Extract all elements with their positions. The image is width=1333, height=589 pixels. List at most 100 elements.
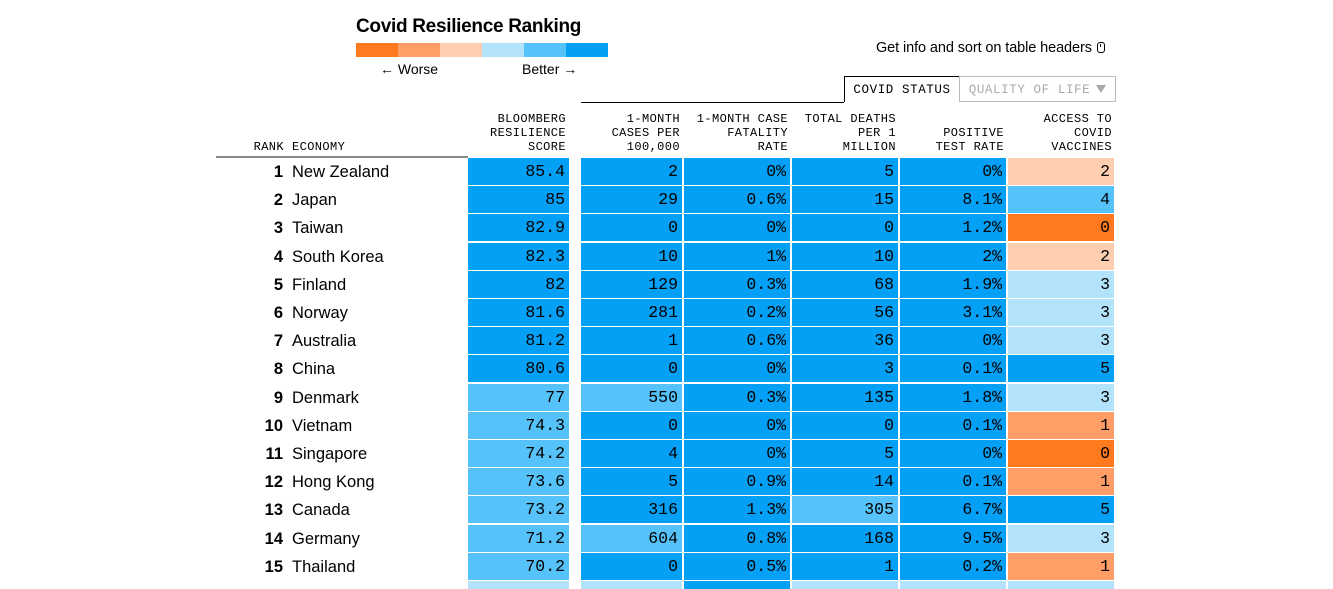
legend-better-label: Better → [522,61,578,77]
metric-cell: 0.5% [684,552,790,580]
metric-cell: 0 [1008,440,1114,467]
metric-cell: 10 [792,242,898,270]
rank-cell: 5 [273,275,283,294]
metric-cell: 281 [581,299,682,326]
metric-cell: 3 [1008,270,1114,298]
metric-cell: 82.9 [468,214,569,242]
metric-cell: 0.2% [900,552,1006,580]
tab-quality-of-life[interactable]: QUALITY OF LIFE [959,76,1116,102]
metric-cell: 0.1% [900,355,1006,383]
metric-cell: 68 [792,270,898,298]
metric-cell: 29 [581,186,682,214]
rank-cell: 1 [273,163,283,181]
metric-cell: 0 [581,214,682,242]
header-rank[interactable]: RANK [253,140,284,154]
legend-swatch [566,43,608,57]
economy-name: Japan [292,191,337,210]
legend-swatch [524,43,566,57]
metric-cell: 6.7% [900,496,1006,524]
metric-cell: 4 [581,440,682,467]
metric-cell: 81.2 [468,327,569,355]
metric-cell: 73.6 [468,468,569,496]
next-row-cell [792,581,898,589]
next-row-cell [900,581,1006,589]
rank-cell: 11 [265,445,283,463]
header-vaccine-access[interactable]: ACCESS TO COVID VACCINES [1043,112,1112,154]
metric-cell: 0.6% [684,186,790,214]
economy-name: Vietnam [292,416,353,435]
sort-info-label: Get info and sort on table headers [876,40,1092,56]
header-positive-rate[interactable]: POSITIVE TEST RATE [935,126,1004,154]
metric-cell: 36 [792,327,898,355]
rank-cell: 7 [273,332,283,351]
rank-cell: 10 [264,416,283,435]
metric-cell: 135 [792,383,898,411]
sort-info-text: Get info and sort on table headers [876,40,1105,56]
metric-cell: 5 [792,440,898,467]
economy-name: Canada [292,501,350,520]
tab-quality-of-life-label: QUALITY OF LIFE [968,83,1091,97]
rank-cell: 12 [264,473,283,492]
metric-cell: 9.5% [900,524,1006,552]
metric-cell: 3 [1008,524,1114,552]
rank-cell: 14 [264,529,283,548]
metric-cell: 0% [684,355,790,383]
metric-cell: 0% [684,158,790,185]
header-deaths[interactable]: TOTAL DEATHS PER 1 MILLION [804,112,896,154]
metric-cell: 3.1% [900,299,1006,326]
header-cases[interactable]: 1-MONTH CASES PER 100,000 [611,112,680,154]
economy-name: Hong Kong [292,473,375,492]
legend-swatch [482,43,524,57]
metric-cell: 2 [581,158,682,185]
metric-cell: 0 [581,411,682,439]
economy-name: New Zealand [292,163,390,181]
rank-cell: 15 [264,557,283,576]
metric-cell: 3 [1008,327,1114,355]
metric-cell: 1 [1008,552,1114,580]
color-legend-bar [356,43,608,57]
rank-cell: 4 [273,247,283,266]
metric-cell: 0% [900,327,1006,355]
metric-cell: 81.6 [468,299,569,326]
metric-cell: 3 [1008,383,1114,411]
header-fatality[interactable]: 1-MONTH CASE FATALITY RATE [696,112,788,154]
metric-cell: 14 [792,468,898,496]
metric-cell: 2 [1008,242,1114,270]
header-economy[interactable]: ECONOMY [292,140,346,154]
rank-cell: 8 [273,360,283,379]
economy-name: Norway [292,304,348,322]
rank-cell: 3 [273,219,283,238]
tab-covid-status[interactable]: COVID STATUS [844,76,960,102]
metric-cell: 0.6% [684,327,790,355]
metric-cell: 10 [581,242,682,270]
metric-cell: 80.6 [468,355,569,383]
metric-cell: 4 [1008,186,1114,214]
next-row-cell [684,581,790,589]
rank-cell: 13 [264,501,283,520]
metric-cell: 1 [792,552,898,580]
metric-cell: 1.3% [684,496,790,524]
header-divider [581,102,844,103]
header-resilience-score[interactable]: BLOOMBERG RESILIENCE SCORE [489,112,566,154]
metric-cell: 0 [792,411,898,439]
metric-cell: 0 [792,214,898,242]
metric-cell: 0% [900,158,1006,185]
metric-cell: 0.1% [900,411,1006,439]
legend-worse-label: ← Worse [380,61,439,77]
metric-cell: 5 [1008,496,1114,524]
metric-cell: 316 [581,496,682,524]
metric-cell: 0% [684,411,790,439]
economy-name: Finland [292,275,347,294]
metric-cell: 0.1% [900,468,1006,496]
metric-cell: 5 [1008,355,1114,383]
metric-cell: 85 [468,186,569,214]
economy-name: Singapore [292,445,368,463]
chevron-down-icon [1096,85,1107,93]
metric-cell: 73.2 [468,496,569,524]
metric-cell: 71.2 [468,524,569,552]
metric-cell: 3 [1008,299,1114,326]
legend-swatch [356,43,398,57]
rank-cell: 6 [273,304,283,322]
metric-cell: 129 [581,270,682,298]
next-row-cell [581,581,682,589]
